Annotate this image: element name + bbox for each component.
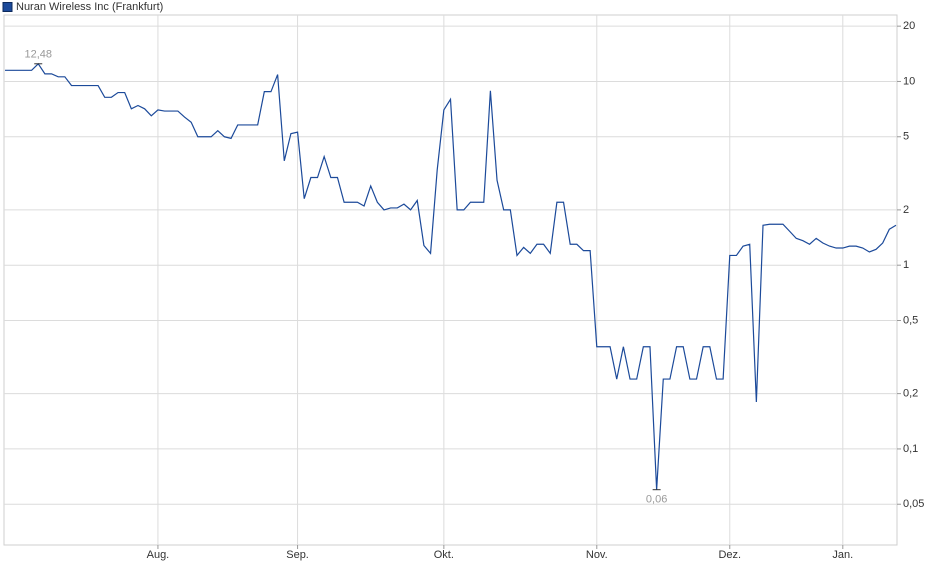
value-label: 12,48: [24, 49, 52, 61]
x-tick-label: Jan.: [832, 549, 853, 561]
y-tick-label: 20: [903, 20, 915, 32]
legend-swatch: [2, 2, 13, 12]
y-tick-label: 0,1: [903, 443, 918, 455]
y-tick-label: 5: [903, 131, 909, 143]
y-tick-label: 0,2: [903, 388, 918, 400]
plot-area: [3, 14, 898, 546]
y-tick-label: 10: [903, 75, 915, 87]
legend-label: Nuran Wireless Inc (Frankfurt): [16, 1, 163, 13]
x-tick-label: Sep.: [286, 549, 309, 561]
y-tick-label: 0,5: [903, 314, 918, 326]
value-label: 0,06: [646, 494, 667, 506]
x-tick-label: Dez.: [718, 549, 741, 561]
y-tick-label: 0,05: [903, 498, 924, 510]
y-tick-label: 2: [903, 204, 909, 216]
x-tick-label: Nov.: [586, 549, 608, 561]
y-tick-label: 1: [903, 259, 909, 271]
x-tick-label: Okt.: [434, 549, 454, 561]
price-line: [5, 62, 897, 490]
x-tick-label: Aug.: [147, 549, 170, 561]
